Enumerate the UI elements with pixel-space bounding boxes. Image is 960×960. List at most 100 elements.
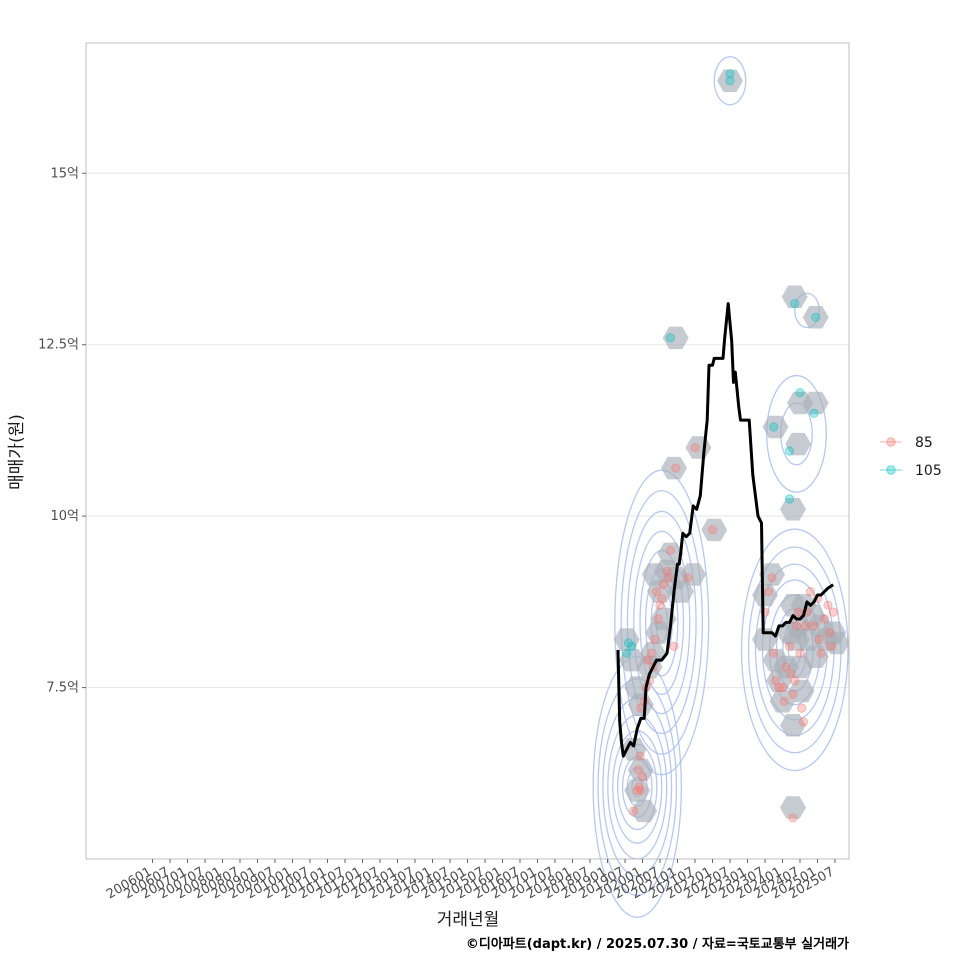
hex-bin xyxy=(752,583,778,607)
hex-bin xyxy=(717,69,743,92)
point-85 xyxy=(823,600,833,610)
hex-bin xyxy=(780,498,806,521)
density-contour xyxy=(633,530,691,715)
point-85 xyxy=(767,573,777,583)
hex-bin xyxy=(624,676,651,699)
caption: ©디아파트(dapt.kr) / 2025.07.30 / 자료=국토교통부 실… xyxy=(466,936,849,952)
point-105 xyxy=(665,333,676,343)
point-85 xyxy=(790,676,800,686)
legend: 85 105 xyxy=(880,435,942,479)
point-85 xyxy=(658,580,669,590)
y-tick-label: 7.5억 xyxy=(46,681,79,696)
point-85 xyxy=(797,703,807,713)
point-85 xyxy=(636,785,646,796)
point-85 xyxy=(635,751,645,761)
y-tick-label: 10억 xyxy=(50,509,79,524)
hex-bin xyxy=(788,679,815,703)
point-105 xyxy=(784,446,795,456)
density-contour xyxy=(626,510,697,735)
point-105 xyxy=(725,76,735,86)
point-105 xyxy=(784,494,795,504)
point-85 xyxy=(669,641,679,652)
point-85 xyxy=(655,600,665,610)
point-85 xyxy=(690,442,700,453)
point-105 xyxy=(623,638,634,648)
point-85 xyxy=(763,586,774,597)
point-85 xyxy=(671,463,681,473)
hex-bin xyxy=(662,326,689,350)
point-85 xyxy=(781,662,791,672)
point-85 xyxy=(814,634,824,645)
point-85 xyxy=(637,772,648,782)
point-105 xyxy=(795,388,805,398)
point-105 xyxy=(627,641,637,652)
point-85 xyxy=(784,641,795,652)
legend-key xyxy=(886,437,896,447)
hex-bin xyxy=(780,796,806,819)
point-85 xyxy=(798,717,809,727)
point-85 xyxy=(788,689,798,700)
point-85 xyxy=(665,545,676,556)
point-85 xyxy=(629,806,639,816)
hex-bin xyxy=(785,432,812,456)
point-85 xyxy=(779,696,789,706)
legend-label: 105 xyxy=(915,463,942,479)
legend-key xyxy=(886,465,896,475)
point-85 xyxy=(809,621,819,631)
hex-bin xyxy=(823,631,850,655)
x-axis-title: 거래년월 xyxy=(437,910,500,930)
hex-bin xyxy=(624,779,651,802)
hex-bin xyxy=(647,580,673,603)
point-85 xyxy=(633,765,643,775)
grid-lines xyxy=(86,172,849,689)
point-105 xyxy=(725,69,735,79)
hex-bin xyxy=(762,415,789,439)
hex-bin xyxy=(613,628,640,651)
hex-bin xyxy=(627,758,654,782)
point-85 xyxy=(646,648,656,658)
point-85 xyxy=(662,566,672,576)
hex-bin xyxy=(631,799,658,823)
point-85 xyxy=(819,614,830,624)
point-85 xyxy=(816,648,826,658)
point-85 xyxy=(683,573,693,583)
point-85 xyxy=(664,573,674,583)
hex-bin xyxy=(802,391,829,415)
median-line xyxy=(616,302,835,758)
point-85 xyxy=(777,682,788,693)
point-85 xyxy=(795,648,805,658)
point-85 xyxy=(650,634,660,645)
point-105 xyxy=(811,312,821,322)
density-contour xyxy=(740,528,849,772)
y-axis: 7.5억 10억 12.5억 15억 xyxy=(38,166,86,696)
hex-bin xyxy=(661,456,687,480)
point-85 xyxy=(653,614,663,624)
hex-bin xyxy=(701,518,728,542)
hex-bin xyxy=(781,285,808,308)
hex-bin xyxy=(620,738,647,761)
density-contour xyxy=(620,490,704,755)
density-contour xyxy=(713,56,747,106)
point-85 xyxy=(828,607,838,617)
point-85 xyxy=(788,813,798,823)
point-85 xyxy=(791,621,802,631)
point-85 xyxy=(774,682,784,693)
point-85 xyxy=(825,628,835,638)
density-contour xyxy=(614,469,710,776)
point-85 xyxy=(805,586,816,597)
point-105 xyxy=(790,298,800,309)
hex-bin xyxy=(657,542,684,566)
point-85 xyxy=(769,648,779,658)
hex-bin xyxy=(802,645,829,668)
hex-bin xyxy=(802,306,829,329)
y-tick-label: 12.5억 xyxy=(38,338,79,353)
scatter-points xyxy=(622,69,838,823)
y-axis-title: 매매가(원) xyxy=(7,414,27,490)
point-85 xyxy=(800,621,810,631)
point-85 xyxy=(651,586,662,597)
point-85 xyxy=(707,525,718,535)
legend-label: 85 xyxy=(915,435,933,451)
point-105 xyxy=(769,422,779,432)
point-105 xyxy=(809,408,819,418)
